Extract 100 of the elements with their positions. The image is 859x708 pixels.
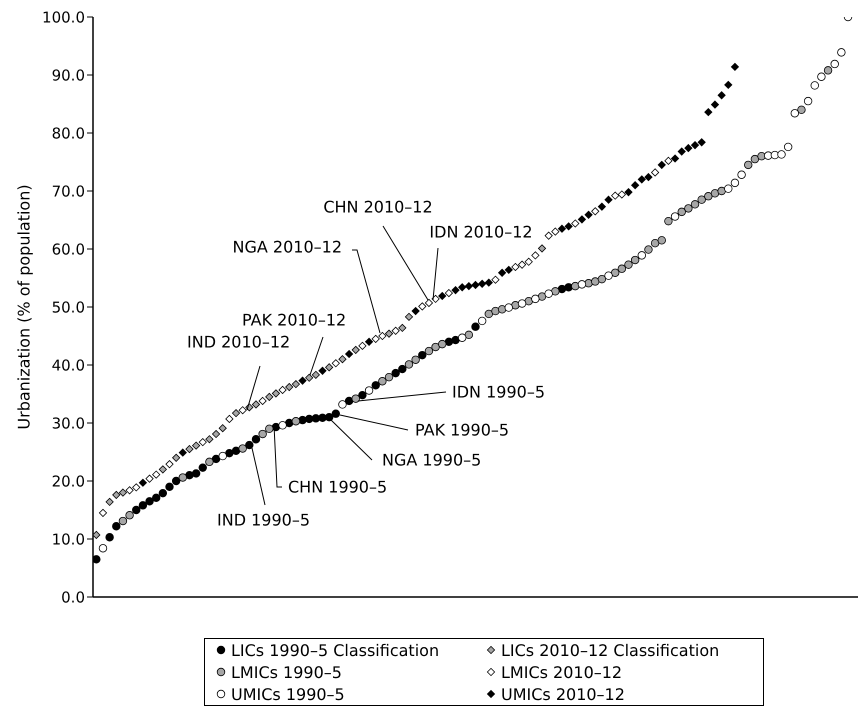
legend-label: LICs 1990–5 Classification xyxy=(231,640,440,660)
point xyxy=(551,287,560,296)
point xyxy=(584,210,593,219)
point xyxy=(644,173,652,182)
point xyxy=(404,360,414,369)
point xyxy=(358,390,367,400)
point xyxy=(152,494,160,502)
point xyxy=(424,346,434,356)
point xyxy=(571,219,580,228)
point xyxy=(658,160,666,169)
point xyxy=(172,454,180,462)
point xyxy=(125,511,134,520)
point xyxy=(518,299,526,308)
legend-label: UMICs 1990–5 xyxy=(231,684,345,704)
point xyxy=(372,334,380,343)
point xyxy=(192,442,200,450)
point xyxy=(252,435,260,444)
annotation: IDN 2010–12 xyxy=(429,222,533,242)
point xyxy=(472,280,480,289)
point xyxy=(458,334,466,342)
point xyxy=(318,366,326,375)
point xyxy=(531,251,540,260)
point xyxy=(604,196,613,204)
point xyxy=(484,310,494,318)
y-tick-label: 40.0 xyxy=(52,356,85,374)
point xyxy=(98,508,107,517)
point xyxy=(837,48,846,57)
point xyxy=(824,66,832,75)
point xyxy=(218,452,227,460)
point xyxy=(438,292,446,300)
point xyxy=(678,148,686,156)
point xyxy=(591,207,600,216)
point xyxy=(618,190,626,198)
point xyxy=(185,445,194,454)
point xyxy=(478,280,486,288)
annotation: IDN 1990–5 xyxy=(452,382,545,402)
point xyxy=(198,438,207,446)
point xyxy=(564,283,573,292)
point xyxy=(704,192,713,200)
point xyxy=(132,506,140,514)
y-tick-label: 100.0 xyxy=(42,8,85,26)
annotation: PAK 1990–5 xyxy=(415,420,510,440)
point xyxy=(238,444,247,453)
y-tick-label: 0.0 xyxy=(61,588,85,606)
point xyxy=(364,386,374,395)
point xyxy=(598,202,606,211)
point xyxy=(112,490,120,499)
point xyxy=(697,196,706,204)
point xyxy=(551,228,560,236)
point xyxy=(345,350,354,358)
point xyxy=(498,305,506,314)
point xyxy=(352,346,360,354)
point xyxy=(544,232,553,240)
point xyxy=(352,394,360,403)
point xyxy=(670,212,680,221)
point xyxy=(544,289,553,298)
point xyxy=(578,215,586,224)
point xyxy=(298,376,307,385)
point xyxy=(158,488,168,498)
point xyxy=(458,283,466,292)
point xyxy=(245,440,254,450)
point xyxy=(106,498,114,506)
point xyxy=(292,417,300,426)
point xyxy=(518,260,526,269)
point xyxy=(730,178,740,188)
point xyxy=(631,181,640,190)
point xyxy=(358,342,366,350)
point xyxy=(378,377,387,386)
point xyxy=(664,156,672,165)
point xyxy=(698,138,706,146)
point xyxy=(411,356,420,364)
point xyxy=(178,448,187,457)
y-tick-label: 80.0 xyxy=(52,124,85,142)
point xyxy=(830,60,839,68)
point xyxy=(730,62,739,71)
point xyxy=(278,421,287,430)
point xyxy=(724,184,732,193)
point xyxy=(165,482,174,491)
point xyxy=(112,522,120,530)
point xyxy=(398,324,406,332)
point xyxy=(478,316,486,326)
point xyxy=(365,338,374,346)
point xyxy=(571,282,580,290)
point xyxy=(292,380,300,388)
point xyxy=(418,350,426,360)
point xyxy=(118,488,127,497)
y-tick-label: 50.0 xyxy=(52,298,85,316)
point xyxy=(178,473,188,482)
point xyxy=(790,109,800,118)
y-tick-label: 90.0 xyxy=(52,66,85,84)
legend-label: UMICs 2010–12 xyxy=(501,684,625,704)
point xyxy=(138,478,147,487)
point xyxy=(604,271,613,280)
point xyxy=(598,274,606,284)
point xyxy=(205,458,214,466)
point xyxy=(385,330,394,338)
point xyxy=(578,280,586,289)
point xyxy=(564,222,573,230)
point xyxy=(664,216,673,226)
point xyxy=(558,224,566,233)
